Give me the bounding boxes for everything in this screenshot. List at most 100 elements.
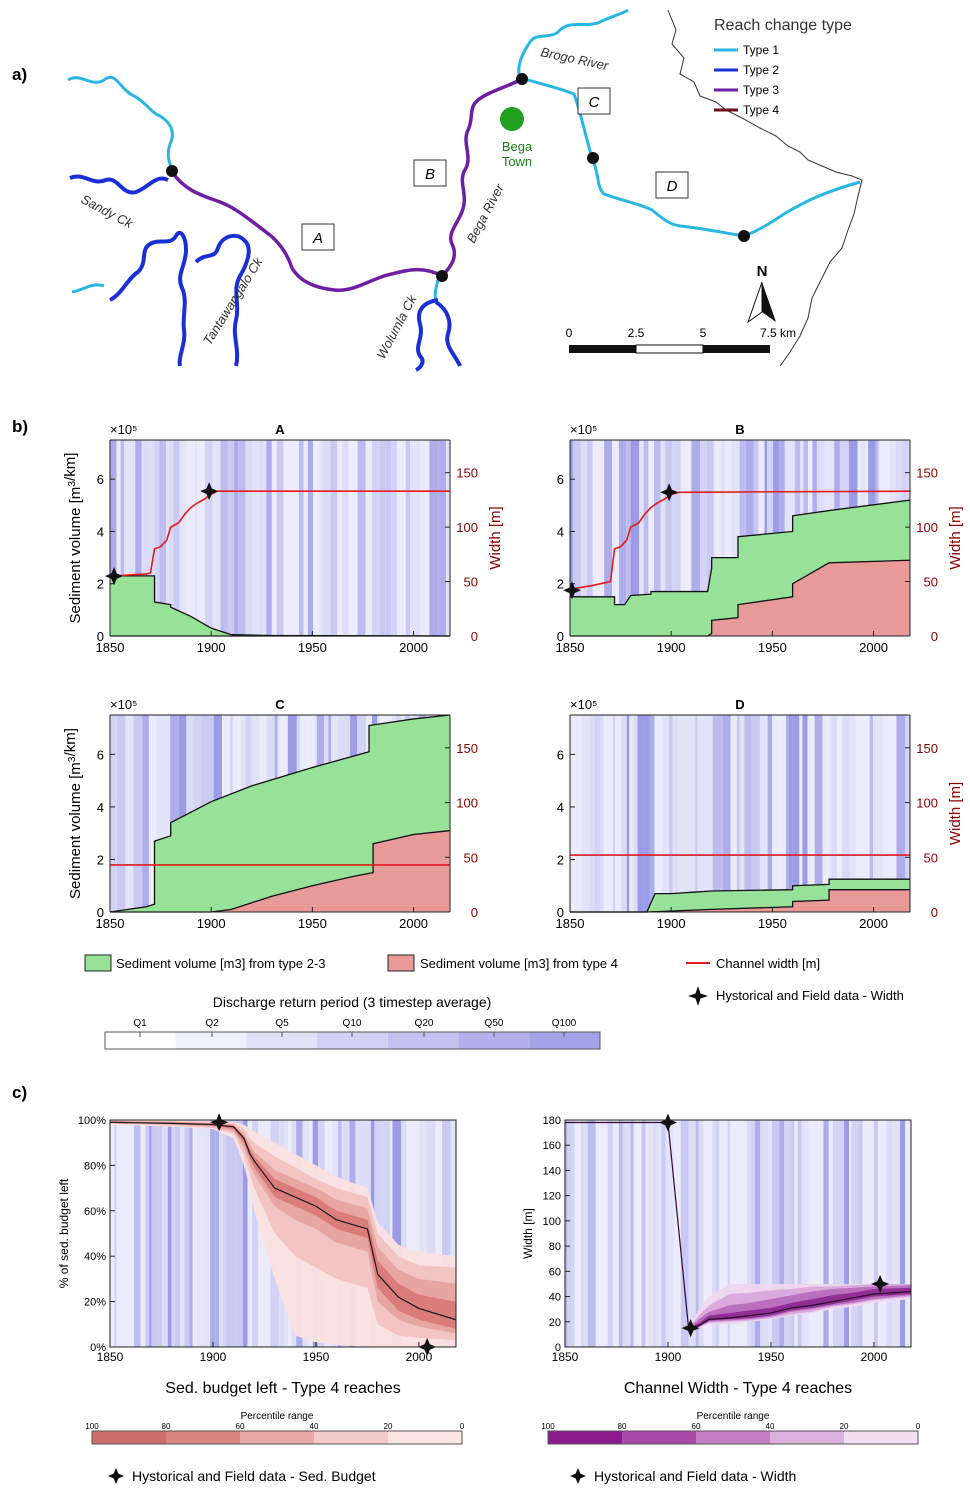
y2-tick-label: 0 — [931, 905, 938, 920]
percentile-legend-swatch — [770, 1431, 844, 1444]
discharge-stripe — [124, 440, 128, 636]
percentile-band-60-80 — [110, 1121, 456, 1329]
discharge-stripe — [643, 715, 650, 912]
x-tick-label: 1850 — [556, 640, 585, 655]
discharge-stripe — [605, 715, 613, 912]
discharge-stripe — [116, 1120, 126, 1347]
x-tick-label: 1900 — [200, 1350, 227, 1364]
y2-axis-label: Width [m] — [487, 506, 504, 569]
discharge-stripe — [149, 1120, 152, 1347]
discharge-stripe — [850, 715, 856, 912]
discharge-stripe — [252, 1120, 259, 1347]
discharge-stripe — [661, 715, 670, 912]
discharge-stripe — [125, 1120, 135, 1347]
discharge-stripe — [238, 440, 246, 636]
discharge-stripe — [307, 440, 314, 636]
discharge-stripe — [170, 715, 179, 912]
discharge-stripe — [713, 440, 721, 636]
discharge-stripe — [120, 440, 125, 636]
discharge-stripe — [837, 715, 843, 912]
x-tick-label: 2000 — [399, 916, 428, 931]
discharge-tick-label: Q50 — [485, 1018, 504, 1029]
discharge-stripe — [114, 1120, 117, 1347]
bega-town-marker — [500, 107, 524, 131]
discharge-stripe — [196, 1120, 202, 1347]
y2-tick-label: 0 — [471, 905, 478, 920]
y-tick-label: 0 — [557, 905, 564, 920]
percentile-legend-swatch — [314, 1431, 388, 1444]
discharge-stripe — [205, 440, 213, 636]
discharge-stripe — [385, 440, 392, 636]
discharge-stripe — [719, 1120, 728, 1347]
discharge-stripe — [192, 1120, 197, 1347]
field-data-star-2 — [660, 483, 679, 502]
percentile-legend-swatch — [166, 1431, 240, 1444]
percentile-legend-swatch — [388, 1431, 462, 1444]
discharge-stripe — [125, 715, 134, 912]
discharge-stripe — [135, 440, 142, 636]
x-tick-label: 1900 — [657, 916, 686, 931]
discharge-stripe — [163, 440, 167, 636]
discharge-title: Discharge return period (3 timestep aver… — [213, 994, 492, 1010]
reach-node-3 — [516, 73, 528, 85]
y-tick-label: 2 — [557, 577, 564, 592]
y-tick-label: 140 — [543, 1165, 561, 1177]
y-tick-label: 180 — [543, 1115, 561, 1127]
y2-axis-label: Width [m] — [947, 506, 964, 569]
discharge-stripe — [392, 1120, 402, 1347]
discharge-stripe — [210, 1120, 216, 1347]
discharge-stripe — [184, 1120, 190, 1347]
discharge-stripe — [691, 440, 695, 636]
y-multiplier: ×10⁵ — [570, 697, 597, 712]
discharge-stripe — [283, 440, 292, 636]
percentile-legend-swatch — [696, 1431, 770, 1444]
scale-tick-2: 5 — [700, 326, 707, 340]
discharge-stripe — [391, 440, 398, 636]
reach-box-a: A — [301, 223, 335, 251]
field-legend-label: Hystorical and Field data - Sed. Budget — [132, 1468, 376, 1484]
reach-node-2 — [436, 270, 448, 282]
discharge-stripe — [814, 715, 823, 912]
reach-box-d: D — [655, 171, 689, 199]
y-tick-label: 6 — [557, 747, 564, 762]
y-tick-label: 60 — [549, 1266, 561, 1278]
percentile-legend-tick: 100 — [85, 1422, 99, 1431]
discharge-stripe — [419, 1120, 427, 1347]
discharge-stripe — [242, 1120, 248, 1347]
discharge-stripe — [744, 715, 751, 912]
discharge-stripe — [110, 440, 117, 636]
discharge-swatch — [105, 1032, 176, 1049]
reach-node-5 — [738, 230, 750, 242]
legend-star-label: Hystorical and Field data - Width — [716, 988, 904, 1003]
field-legend-star-icon — [570, 1468, 586, 1484]
brogo-river-label: Brogo River — [539, 44, 610, 73]
discharge-stripe — [245, 440, 253, 636]
map-legend-label-2: Type 2 — [743, 63, 779, 77]
y-tick-label: 60% — [84, 1206, 106, 1218]
sandy-ck-label: Sandy Ck — [79, 191, 137, 231]
discharge-stripe — [680, 1120, 689, 1347]
map-legend-label-3: Type 3 — [743, 83, 779, 97]
discharge-stripe — [738, 1120, 747, 1347]
discharge-stripe — [156, 715, 165, 912]
discharge-stripe — [379, 440, 386, 636]
chart-reach-c: C ×10⁵ 1850 1900 1950 2000 0 2 4 6 0 50 100 150 Sedime… — [62, 697, 478, 931]
discharge-stripe — [750, 1120, 755, 1347]
discharge-stripe — [196, 440, 206, 636]
field-data-star-3 — [871, 1274, 890, 1293]
x-tick-label: 1850 — [97, 1350, 124, 1364]
x-tick-label: 1950 — [758, 1350, 785, 1364]
percentile-legend-tick: 100 — [541, 1422, 555, 1431]
discharge-stripe — [410, 440, 417, 636]
discharge-stripe — [652, 1120, 657, 1347]
discharge-stripe — [851, 1120, 859, 1347]
y-tick-label: 0 — [555, 1342, 561, 1354]
discharge-stripe — [587, 1120, 596, 1347]
discharge-stripe — [159, 440, 164, 636]
discharge-stripe — [580, 440, 587, 636]
x-tick-label: 1850 — [556, 916, 585, 931]
discharge-stripe — [112, 1120, 115, 1347]
discharge-stripe — [321, 440, 331, 636]
river-map: Bega Town A B C D Brogo River Bega River… — [67, 8, 863, 372]
